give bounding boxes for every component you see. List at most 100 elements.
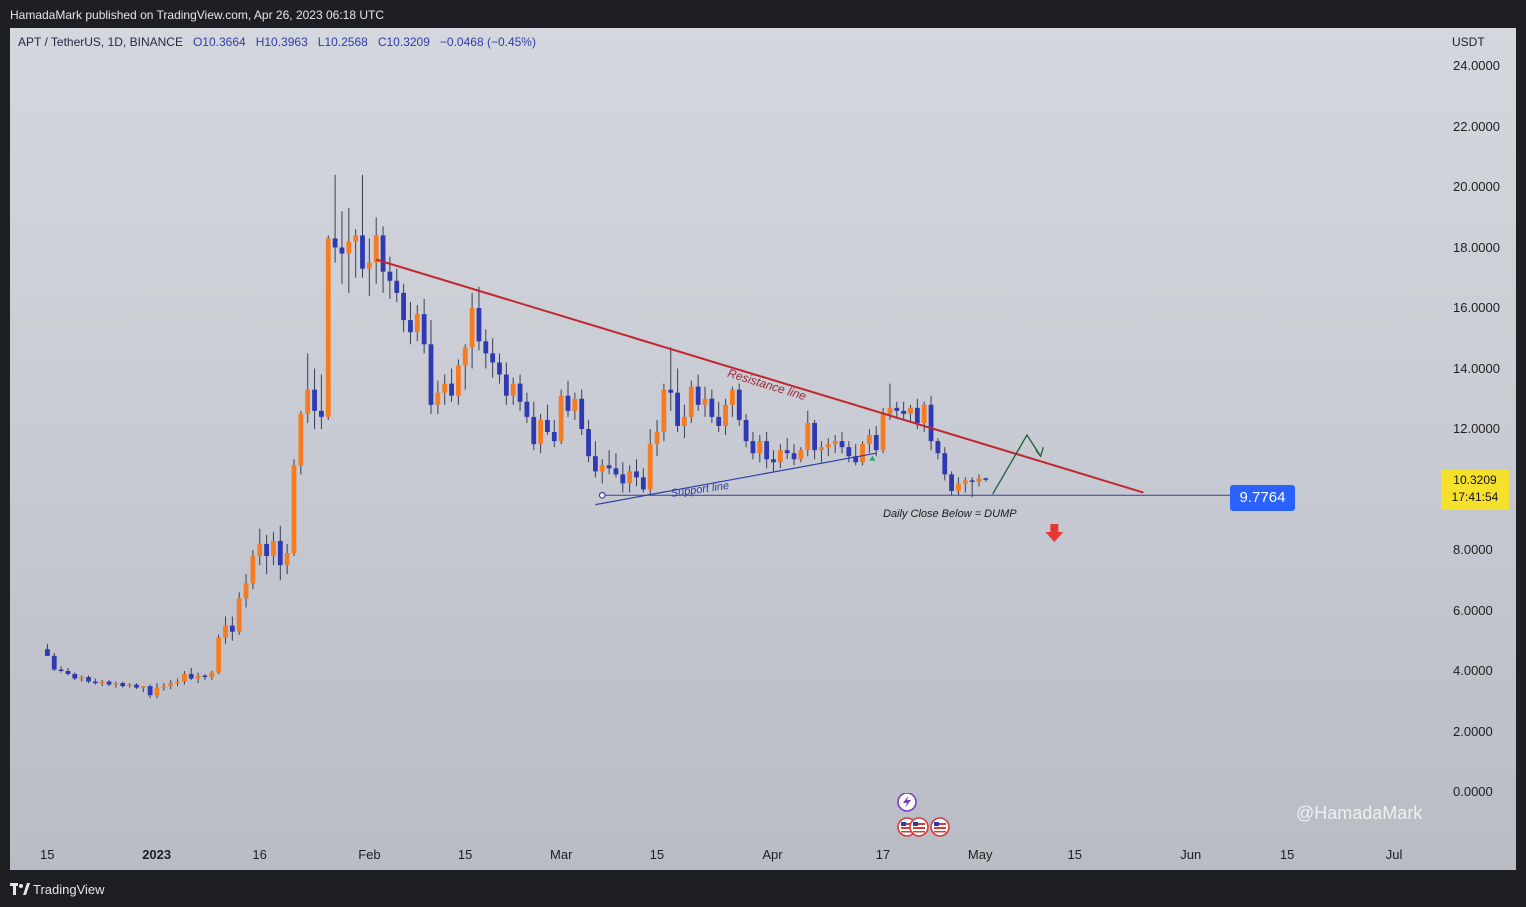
candle-body <box>408 320 413 333</box>
time-tick-label: 15 <box>457 847 473 862</box>
candle-body <box>182 674 187 682</box>
candle-body <box>462 347 468 366</box>
candle-body <box>202 675 208 678</box>
us-flag-icon[interactable] <box>930 817 950 837</box>
dump-annotation: Daily Close Below = DUMP <box>883 508 1017 520</box>
candle-body <box>346 241 352 254</box>
candle-body <box>620 474 626 484</box>
symbol-name: APT / TetherUS, 1D, BINANCE <box>18 35 183 49</box>
candle-body <box>435 392 441 405</box>
candle-body <box>798 450 804 460</box>
candle-body <box>92 681 98 684</box>
symbol-legend: APT / TetherUS, 1D, BINANCE O10.3664 H10… <box>18 35 536 49</box>
level-anchor <box>598 491 606 499</box>
candle-body <box>517 383 523 402</box>
price-axis-unit: USDT <box>1452 35 1485 49</box>
candle-body <box>332 238 338 248</box>
price-tick-label: 4.0000 <box>1453 663 1493 678</box>
tradingview-logo-icon <box>10 883 30 895</box>
candle-body <box>264 543 269 557</box>
candle-body <box>209 672 215 678</box>
level-price-label[interactable]: 9.7764 <box>1230 485 1295 511</box>
candle-body <box>764 441 770 460</box>
candle-body <box>284 553 290 566</box>
candle-body <box>867 435 872 445</box>
candle-body <box>312 389 317 411</box>
support-line <box>595 452 877 506</box>
price-tick-label: 24.0000 <box>1453 58 1500 73</box>
candle-body <box>730 389 735 405</box>
candle-body <box>353 235 359 242</box>
candle-body <box>832 441 838 445</box>
candlestick-chart[interactable] <box>10 28 1516 870</box>
candle-body <box>319 410 324 417</box>
time-tick-label: May <box>967 847 993 862</box>
time-tick-label: 2023 <box>142 847 172 862</box>
candle-body <box>490 353 496 363</box>
candle-body <box>65 671 71 675</box>
candle-body <box>476 308 482 342</box>
candle-body <box>168 683 174 687</box>
candle-body <box>175 681 180 684</box>
footer-brand[interactable]: TradingView <box>0 878 300 902</box>
price-tick-label: 8.0000 <box>1453 542 1493 557</box>
candle-body <box>469 308 475 348</box>
candle-body <box>195 675 201 679</box>
time-tick-label: Apr <box>762 847 783 862</box>
candle-body <box>716 416 722 426</box>
author-watermark: @HamadaMark <box>1296 803 1423 823</box>
projection-arrow <box>992 433 1042 495</box>
lightning-event-icon[interactable] <box>897 793 917 812</box>
publish-header: HamadaMark published on TradingView.com,… <box>0 0 1526 28</box>
dump-arrow-icon <box>1045 524 1064 542</box>
candle-body <box>572 398 578 411</box>
candle-body <box>757 441 763 454</box>
time-tick-label: Feb <box>358 847 381 862</box>
candle-body <box>339 247 345 254</box>
candle-body <box>606 465 612 469</box>
candle-body <box>161 686 167 688</box>
candle-body <box>428 344 434 405</box>
candle-body <box>79 677 85 679</box>
candle-body <box>250 556 256 584</box>
time-tick-label: 17 <box>875 847 891 862</box>
time-tick-label: 15 <box>1279 847 1295 862</box>
candle-body <box>914 407 920 423</box>
ohlc-close: C10.3209 <box>377 35 430 49</box>
candle-body <box>442 383 448 393</box>
candle-body <box>72 674 78 679</box>
us-flag-icon[interactable] <box>909 817 929 837</box>
pivot-marker-icon <box>869 455 876 461</box>
time-tick-label: 15 <box>1067 847 1082 862</box>
economic-events[interactable] <box>896 793 956 843</box>
candle-body <box>695 386 701 405</box>
candle-body <box>551 432 557 442</box>
publish-text: HamadaMark published on TradingView.com,… <box>10 8 384 22</box>
candle-body <box>682 416 687 426</box>
candle-body <box>949 474 954 492</box>
candle-body <box>613 468 619 475</box>
candle-body <box>654 432 660 445</box>
candle-body <box>545 419 550 433</box>
candle-body <box>558 395 564 442</box>
last-price-value: 10.3209 <box>1453 473 1497 487</box>
candle-body <box>771 459 776 463</box>
candle-body <box>846 447 852 457</box>
ohlc-high: H10.3963 <box>255 35 308 49</box>
candle-body <box>702 398 708 405</box>
candle-body <box>743 419 749 442</box>
candle-body <box>414 314 420 333</box>
candle-body <box>688 386 694 417</box>
candle-body <box>675 392 680 426</box>
candle-body <box>777 450 783 463</box>
candle-body <box>449 383 454 396</box>
candle-body <box>839 441 845 448</box>
candle-body <box>401 292 406 321</box>
candle-body <box>127 684 132 687</box>
candle-body <box>524 401 530 417</box>
candle-body <box>825 444 831 448</box>
chart-pane[interactable]: APT / TetherUS, 1D, BINANCE O10.3664 H10… <box>10 28 1516 870</box>
candle-body <box>497 362 502 375</box>
candle-body <box>661 389 667 433</box>
candle-body <box>860 444 865 463</box>
